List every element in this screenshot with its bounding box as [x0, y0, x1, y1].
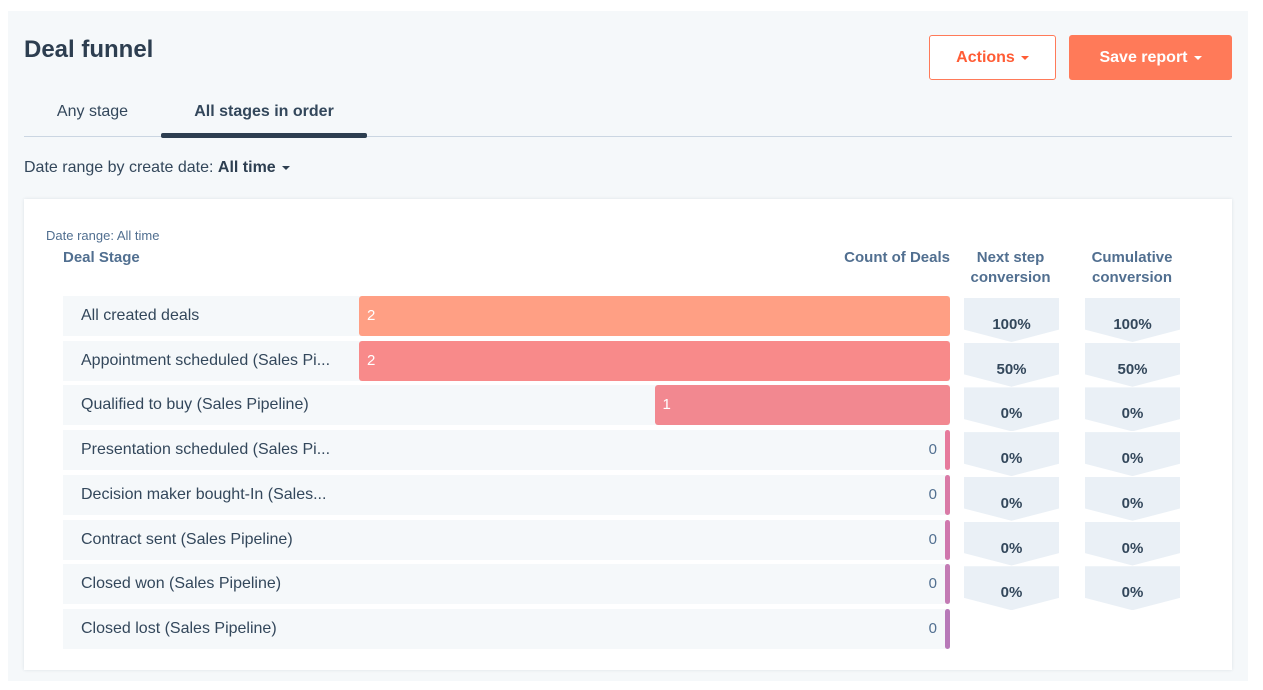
deal-count-bar[interactable]: [945, 474, 950, 515]
bar-value-label: 2: [367, 307, 376, 324]
tab-divider: [24, 136, 1232, 137]
cumulative-conversion-badge: 0%: [1085, 387, 1180, 432]
date-range-value[interactable]: All time: [217, 159, 276, 176]
deal-count-bar[interactable]: [945, 430, 950, 471]
stage-label: All created deals: [81, 307, 200, 324]
tab-all-stages-in-order[interactable]: All stages in order: [194, 103, 334, 120]
next-step-conversion-header: Next step conversion: [970, 249, 1051, 286]
date-range-note: Date range: All time: [46, 228, 160, 243]
bar-value-label: 1: [662, 396, 671, 414]
stage-label: Contract sent (Sales Pipeline): [81, 530, 293, 548]
bar-value-label: 0: [928, 441, 937, 459]
funnel-row: Closed won (Sales Pipeline) 0: [63, 564, 950, 605]
actions-button[interactable]: Actions: [929, 35, 1056, 80]
bar-value-label: 0: [928, 575, 937, 593]
funnel-row: Contract sent (Sales Pipeline) 0: [63, 519, 950, 560]
deal-count-bar[interactable]: [945, 608, 950, 649]
stage-label: Closed won (Sales Pipeline): [81, 575, 282, 593]
deal-count-bar[interactable]: [945, 519, 950, 560]
bar-value-label: 0: [928, 619, 937, 637]
count-of-deals-header: Count of Deals: [844, 249, 950, 266]
funnel-row: Presentation scheduled (Sales Pi... 0: [63, 430, 950, 471]
page-title: Deal funnel: [24, 36, 154, 63]
save-report-button[interactable]: Save report: [1069, 35, 1232, 80]
active-tab-indicator: [161, 133, 367, 138]
caret-down-icon: [281, 165, 290, 170]
date-range-filter[interactable]: Date range by create date: All time: [24, 159, 290, 177]
funnel-row: Closed lost (Sales Pipeline) 0: [63, 608, 950, 649]
stage-label: Qualified to buy (Sales Pipeline): [81, 396, 309, 414]
tab-any-stage[interactable]: Any stage: [56, 103, 129, 120]
funnel-row: Appointment scheduled (Sales Pi... 2: [63, 340, 950, 381]
deal-count-bar[interactable]: [945, 564, 950, 605]
stage-label: Appointment scheduled (Sales Pi...: [81, 351, 331, 369]
cumulative-conversion-header: Cumulative conversion: [1091, 249, 1173, 286]
bar-value-label: 2: [367, 351, 376, 369]
caret-down-icon: [1020, 55, 1029, 60]
deal-stage-header: Deal Stage: [63, 249, 140, 266]
stage-label: Decision maker bought-In (Sales...: [81, 485, 327, 503]
funnel-row: All created deals 2: [63, 296, 950, 336]
bar-value-label: 0: [928, 485, 937, 503]
bar-value-label: 0: [928, 530, 937, 548]
save-report-label: Save report: [1099, 48, 1188, 66]
stage-label: Closed lost (Sales Pipeline): [81, 619, 277, 637]
stage-label: Presentation scheduled (Sales Pi...: [81, 441, 331, 459]
deal-count-bar[interactable]: [359, 340, 950, 381]
deal-count-bar[interactable]: [654, 385, 950, 426]
date-range-prefix: Date range by create date:: [24, 159, 214, 176]
caret-down-icon: [1193, 55, 1202, 60]
actions-label: Actions: [956, 48, 1015, 66]
funnel-row: Decision maker bought-In (Sales... 0: [63, 474, 950, 515]
deal-count-bar[interactable]: [359, 296, 950, 336]
funnel-row: Qualified to buy (Sales Pipeline) 1: [63, 385, 950, 426]
